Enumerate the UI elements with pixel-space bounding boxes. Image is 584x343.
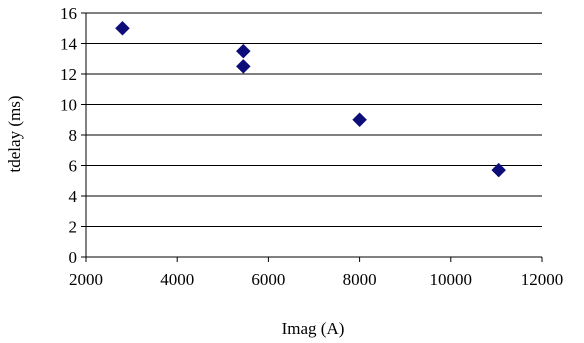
- y-tick-label: 2: [69, 218, 78, 237]
- y-tick-label: 16: [60, 4, 77, 23]
- x-tick-labels: 2000 4000 6000 8000 10000 12000: [69, 270, 563, 289]
- x-tick-label: 12000: [521, 270, 564, 289]
- x-tick-label: 2000: [69, 270, 103, 289]
- data-point: [491, 162, 507, 178]
- y-tick-label: 4: [69, 187, 78, 206]
- y-tick-label: 8: [69, 126, 78, 145]
- data-point: [235, 59, 251, 74]
- data-point: [115, 20, 130, 36]
- y-tick-label: 0: [69, 248, 78, 267]
- y-tick-label: 14: [60, 35, 78, 54]
- x-tick-label: 10000: [430, 270, 473, 289]
- data-point: [235, 43, 251, 59]
- axes: [81, 12, 543, 262]
- x-tick-label: 4000: [160, 270, 194, 289]
- y-tick-label: 6: [69, 157, 78, 176]
- x-tick-label: 6000: [251, 270, 285, 289]
- y-tick-label: 12: [60, 65, 77, 84]
- x-axis-title: Imag (A): [282, 319, 345, 338]
- data-point: [352, 112, 367, 128]
- gridlines: [86, 12, 542, 227]
- data-points: [115, 20, 507, 178]
- y-axis-title: tdelay (ms): [5, 96, 24, 173]
- y-tick-label: 10: [60, 96, 77, 115]
- y-tick-labels: 0 2 4 6 8 10 12 14 16: [60, 4, 78, 267]
- x-tick-label: 8000: [343, 270, 377, 289]
